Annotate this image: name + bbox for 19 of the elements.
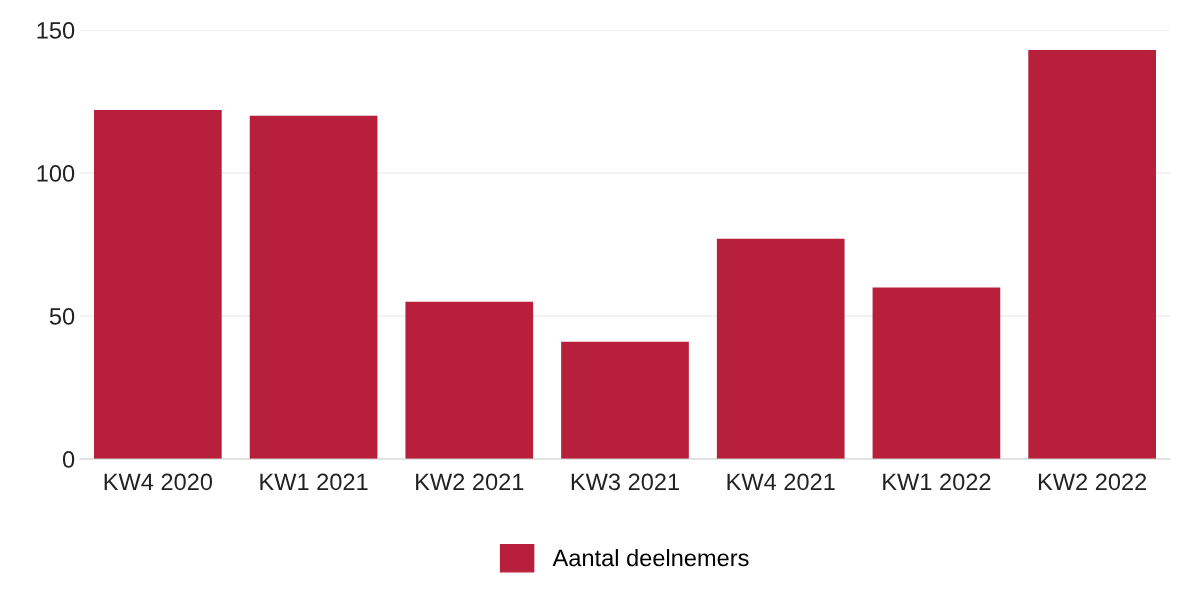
legend-label: Aantal deelnemers — [552, 548, 749, 567]
x-tick-label: KW1 2021 — [260, 473, 368, 491]
x-tick-label: KW2 2021 — [416, 473, 524, 491]
bar — [561, 341, 689, 459]
bar — [249, 115, 378, 459]
y-tick-label: 50 — [49, 308, 75, 325]
x-tick-label: KW3 2021 — [571, 473, 679, 491]
bar — [716, 238, 845, 459]
bar — [1028, 50, 1156, 459]
y-tick-label: 100 — [37, 165, 75, 182]
x-tick-label: KW4 2021 — [727, 473, 835, 491]
bar — [872, 287, 1001, 459]
x-tick-label: KW2 2022 — [1038, 473, 1147, 491]
x-tick-label: KW4 2020 — [104, 473, 213, 491]
x-tick-label: KW1 2022 — [883, 473, 991, 491]
y-tick-label: 0 — [62, 451, 75, 468]
bar — [405, 301, 534, 459]
bar — [94, 110, 222, 459]
y-tick-label: 150 — [37, 22, 75, 39]
